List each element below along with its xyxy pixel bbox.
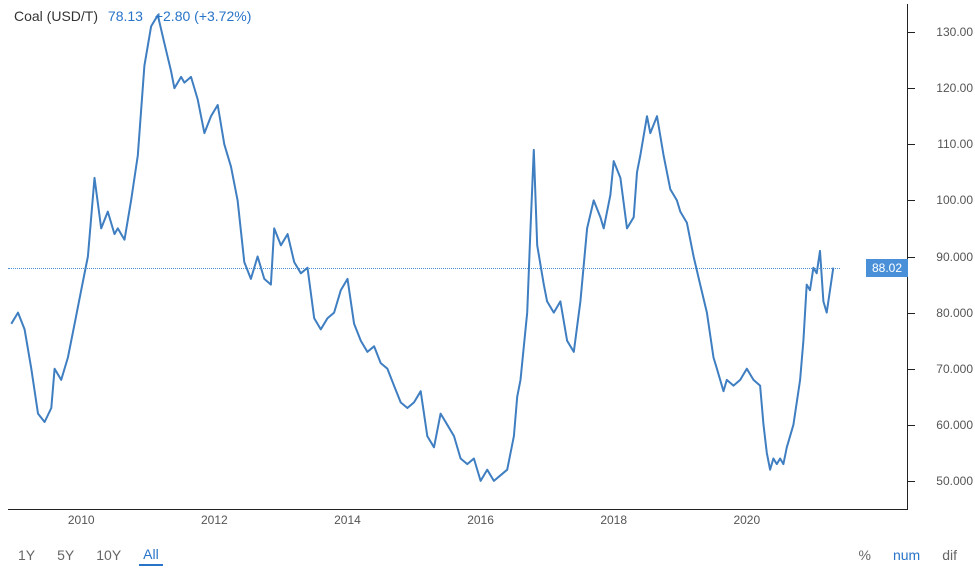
x-tick-label: 2014	[334, 513, 361, 527]
y-tick-label: 90.000	[936, 250, 973, 264]
current-price-badge: 88.02	[866, 259, 908, 277]
y-tick-mark	[907, 200, 915, 201]
y-tick-label: 110.00	[937, 137, 973, 151]
y-tick-label: 120.00	[936, 81, 973, 95]
mode-num-button[interactable]: num	[889, 545, 924, 565]
instrument-name: Coal (USD/T)	[14, 8, 98, 24]
price-series-path	[11, 15, 833, 481]
x-tick-label: 2016	[467, 513, 494, 527]
chart-container: Coal (USD/T) 78.13 +2.80 (+3.72%) 88.02 …	[0, 0, 975, 572]
mode-pct-button[interactable]: %	[855, 545, 875, 565]
last-price: 78.13	[108, 8, 143, 24]
x-axis: 2010 2012 2014 2016 2018 2020	[8, 509, 908, 531]
price-change: +2.80 (+3.72%)	[155, 8, 252, 24]
price-change-pct: (+3.72%)	[194, 8, 251, 24]
x-tick-label: 2012	[201, 513, 228, 527]
x-tick-label: 2020	[733, 513, 760, 527]
y-axis: 50.000 60.000 70.000 80.000 90.000 100.00 110.…	[915, 4, 975, 509]
range-10y-button[interactable]: 10Y	[92, 544, 125, 566]
y-tick-mark	[907, 144, 915, 145]
range-selector: 1Y 5Y 10Y All	[14, 544, 163, 566]
y-tick-mark	[907, 481, 915, 482]
x-tick-label: 2010	[68, 513, 95, 527]
y-tick-label: 80.000	[936, 306, 973, 320]
y-tick-label: 50.000	[936, 474, 973, 488]
range-all-button[interactable]: All	[139, 544, 163, 566]
price-line-chart	[8, 4, 908, 509]
y-tick-label: 60.000	[936, 418, 973, 432]
mode-selector: % numdif	[855, 545, 961, 565]
chart-footer: 1Y 5Y 10Y All % numdif	[14, 540, 961, 566]
range-1y-button[interactable]: 1Y	[14, 544, 39, 566]
range-5y-button[interactable]: 5Y	[53, 544, 78, 566]
price-change-abs: +2.80	[155, 8, 190, 24]
y-tick-label: 130.00	[936, 25, 973, 39]
y-tick-mark	[907, 257, 915, 258]
y-tick-mark	[907, 313, 915, 314]
plot-area[interactable]: 88.02	[8, 4, 908, 509]
y-tick-label: 100.00	[936, 193, 973, 207]
mode-dif-button[interactable]: dif	[938, 545, 961, 565]
y-tick-mark	[907, 88, 915, 89]
chart-header: Coal (USD/T) 78.13 +2.80 (+3.72%)	[14, 8, 251, 24]
y-tick-mark	[907, 32, 915, 33]
y-tick-mark	[907, 425, 915, 426]
x-tick-label: 2018	[600, 513, 627, 527]
y-tick-label: 70.000	[936, 362, 973, 376]
y-tick-mark	[907, 369, 915, 370]
